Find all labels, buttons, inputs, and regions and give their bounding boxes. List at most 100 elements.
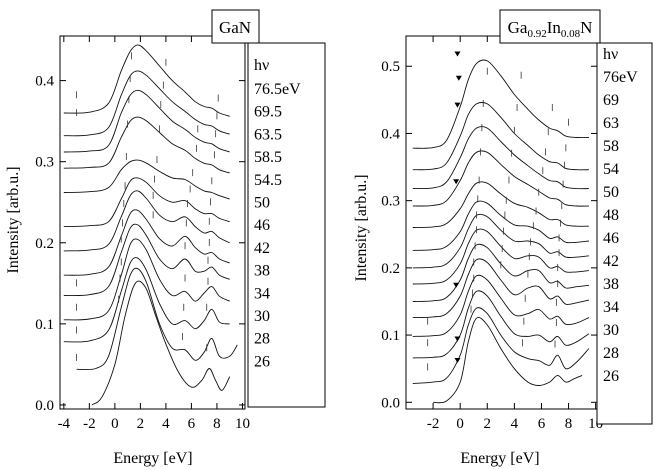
gan-legend-entry: 58.5 xyxy=(254,149,282,166)
gain-arrow-marker xyxy=(454,336,461,342)
gain-arrow-markers xyxy=(453,51,462,363)
gain-arrow-marker xyxy=(454,102,461,108)
gan-legend-entry: 26 xyxy=(254,353,270,370)
gain-y-axis-title: Intensity [arb.u.] xyxy=(353,174,370,281)
gan-spectrum-46 xyxy=(63,190,230,252)
gan-legend-entry: 46 xyxy=(254,217,270,234)
gain-legend-entry: 48 xyxy=(603,207,619,224)
gan-spectrum-50 xyxy=(63,177,230,228)
gan-sample-title: GaN xyxy=(219,18,251,37)
gain-y-tick-label: 0.3 xyxy=(381,194,400,210)
gan-legend-entry: 42 xyxy=(254,240,270,257)
gain-legend-entries: 76eV 69 63 58 54 50 48 46 42 38 34 30 28 26 xyxy=(603,69,638,385)
gain-legend-entry: 30 xyxy=(603,322,619,339)
gain-spectrum-26 xyxy=(433,317,583,404)
gain-spectrum-69 xyxy=(412,101,589,171)
gain-x-tick-label: 2 xyxy=(484,416,492,432)
gain-arrow-marker xyxy=(453,179,460,185)
gain-spectrum-30 xyxy=(412,290,590,359)
gain-spectrum-34 xyxy=(412,274,590,337)
gan-x-tick-label: 4 xyxy=(162,416,170,432)
gan-legend-box xyxy=(247,42,326,408)
gain-title-ga: Ga xyxy=(508,18,528,37)
gain-panel: 0.00.10.20.30.40.5 -2 0 2 4 6 8 10 Intensity [… xyxy=(353,9,653,467)
gan-spectrum-28 xyxy=(76,267,238,371)
gan-x-axis: -4 -2 0 2 4 6 8 10 xyxy=(58,36,250,432)
gan-spectrum-76.5 xyxy=(63,44,230,117)
gan-spectrum-42 xyxy=(63,209,230,276)
gan-plot-frame xyxy=(59,35,246,410)
gan-legend-entry: 38 xyxy=(254,263,270,280)
gain-legend-entry: 50 xyxy=(603,184,619,201)
gain-legend-entry: 38 xyxy=(603,276,619,293)
gan-panel: 0.00.10.20.30.4 -4 -2 0 2 4 6 8 10 Intensity [a… xyxy=(5,9,326,467)
gan-curves xyxy=(63,44,238,406)
gain-spectrum-28 xyxy=(412,307,590,384)
gain-legend-entry: 46 xyxy=(603,230,619,247)
gain-x-axis-title: Energy [eV] xyxy=(460,450,539,467)
gain-sample-title: Ga0.92In0.08N xyxy=(508,18,593,40)
gan-y-tick-label: 0.1 xyxy=(35,317,54,333)
gan-legend-entry: 76.5eV xyxy=(254,81,301,98)
gain-legend-entry: 26 xyxy=(603,368,619,385)
gan-x-tick-label: -2 xyxy=(83,416,96,432)
gain-title-in: In xyxy=(547,18,562,37)
gain-spectrum-42 xyxy=(412,243,589,302)
gain-x-tick-label: 4 xyxy=(511,416,519,432)
gain-legend-entry: 76eV xyxy=(603,69,638,86)
gan-spectrum-54.5 xyxy=(63,159,230,200)
gain-y-tick-label: 0.1 xyxy=(381,328,400,344)
gain-y-tick-label: 0.2 xyxy=(381,261,400,277)
gain-legend-entry: 69 xyxy=(603,92,619,109)
gain-legend-entry: 63 xyxy=(603,115,619,132)
gan-x-axis-title: Energy [eV] xyxy=(113,450,192,467)
gan-legend-entry: 54.5 xyxy=(254,172,282,189)
gan-x-tick-label: 6 xyxy=(188,416,196,432)
gan-legend-entries: 76.5eV 69.5 63.5 58.5 54.5 50 46 42 38 34 30 28 26 xyxy=(254,81,301,370)
gain-spectrum-54 xyxy=(412,181,589,228)
gan-x-tick-label: 10 xyxy=(235,416,250,432)
gain-legend-header: hν xyxy=(603,46,618,63)
gain-y-tick-label: 0.0 xyxy=(381,395,400,411)
gain-spectrum-38 xyxy=(412,258,590,319)
gan-spectrum-30 xyxy=(63,257,230,343)
gain-spectrum-46 xyxy=(412,228,589,285)
gain-plot-frame xyxy=(405,35,598,410)
gan-y-tick-label: 0.4 xyxy=(35,74,54,90)
gain-x-tick-label: -2 xyxy=(427,416,440,432)
gain-arrow-marker xyxy=(453,282,460,288)
gain-legend-entry: 54 xyxy=(603,161,619,178)
gain-x-tick-label: 8 xyxy=(565,416,573,432)
gain-x-axis: -2 0 2 4 6 8 10 xyxy=(427,36,603,432)
gan-spectrum-26 xyxy=(91,280,231,406)
gain-legend-entry: 42 xyxy=(603,253,619,270)
gain-y-tick-label: 0.5 xyxy=(381,59,400,75)
gain-spectrum-50 xyxy=(412,200,589,251)
gain-title-box xyxy=(499,9,601,44)
gain-spectrum-58 xyxy=(412,150,589,207)
gain-spectrum-63 xyxy=(412,126,589,190)
gain-spectrum-76 xyxy=(412,59,589,149)
gan-x-tick-label: -4 xyxy=(58,416,71,432)
gan-y-tick-label: 0.0 xyxy=(35,398,54,414)
gain-spectrum-48 xyxy=(412,213,589,269)
gan-title-box xyxy=(211,9,260,44)
gan-spectrum-63.5 xyxy=(63,89,230,153)
gain-y-axis: 0.0 0.1 0.2 0.3 0.4 0.5 xyxy=(381,59,597,411)
gan-y-tick-label: 0.3 xyxy=(35,155,54,171)
gain-arrow-marker xyxy=(454,51,461,57)
gan-legend-entry: 30 xyxy=(254,308,270,325)
gan-legend-entry: 34 xyxy=(254,285,270,302)
gan-y-axis: 0.0 0.1 0.2 0.3 0.4 xyxy=(35,74,245,414)
gain-x-tick-label: 0 xyxy=(456,416,464,432)
gain-curves xyxy=(412,59,590,404)
gan-x-tick-label: 0 xyxy=(111,416,119,432)
gan-markers xyxy=(76,52,219,362)
gan-legend-entry: 63.5 xyxy=(254,126,282,143)
gain-legend-entry: 58 xyxy=(603,138,619,155)
gan-legend-entry: 69.5 xyxy=(254,104,282,121)
gan-y-tick-label: 0.2 xyxy=(35,236,54,252)
gan-spectrum-58.5 xyxy=(63,116,230,174)
gain-legend-entry: 34 xyxy=(603,299,619,316)
